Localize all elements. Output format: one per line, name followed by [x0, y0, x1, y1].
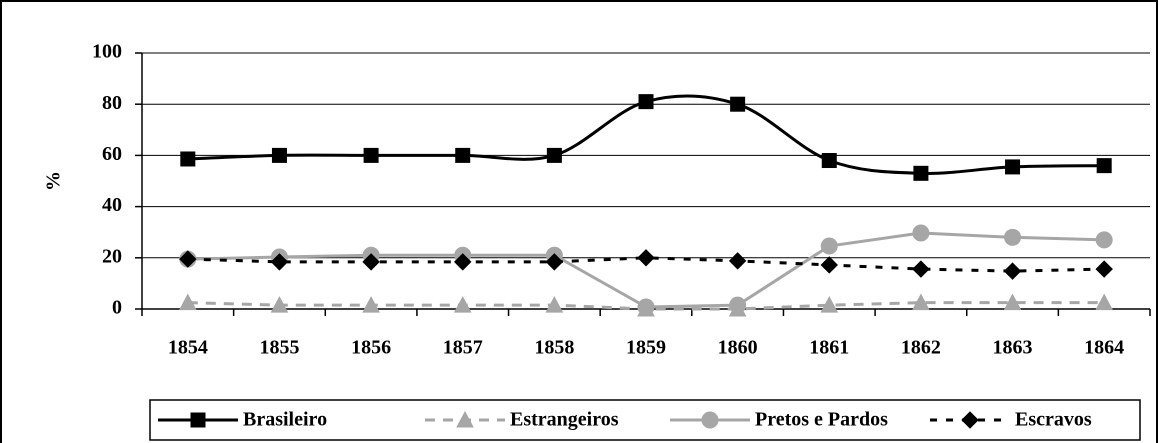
x-tick-label: 1862	[901, 337, 941, 359]
legend-label: Estrangeiros	[510, 409, 619, 431]
marker	[637, 298, 655, 316]
marker	[1003, 293, 1022, 311]
marker	[912, 293, 930, 311]
marker	[821, 153, 837, 169]
marker	[637, 249, 655, 267]
marker	[362, 296, 380, 313]
legend-label: Pretos e Pardos	[755, 409, 888, 431]
marker	[1004, 228, 1022, 246]
y-tick-label: 20	[102, 245, 122, 267]
marker	[271, 147, 287, 163]
marker	[1003, 262, 1022, 280]
x-tick-label: 1863	[993, 337, 1033, 359]
y-axis-label: %	[43, 171, 65, 191]
legend-marker	[456, 410, 474, 428]
y-tick-label: 80	[102, 92, 122, 114]
y-tick-label: 40	[102, 194, 122, 216]
marker	[912, 260, 930, 278]
legend-marker	[961, 411, 979, 429]
y-tick-label: 100	[92, 41, 122, 63]
legend-label: Brasileiro	[243, 409, 327, 431]
legend-marker	[701, 411, 719, 429]
marker	[270, 253, 289, 271]
x-tick-label: 1864	[1084, 337, 1124, 359]
marker	[638, 94, 654, 110]
marker	[912, 224, 930, 242]
marker	[545, 296, 564, 313]
marker	[1095, 260, 1113, 278]
marker	[728, 252, 747, 270]
marker	[820, 296, 839, 313]
x-tick-label: 1855	[259, 337, 299, 359]
marker	[546, 147, 562, 163]
marker	[1005, 159, 1021, 175]
marker	[730, 96, 746, 112]
marker	[1095, 293, 1114, 311]
y-tick-label: 0	[112, 297, 122, 319]
y-tick-label: 60	[102, 143, 122, 165]
marker	[729, 296, 747, 314]
legend-label: Escravos	[1015, 409, 1092, 431]
marker	[1095, 231, 1113, 249]
marker	[178, 293, 197, 311]
legend-marker	[190, 412, 206, 428]
marker	[453, 296, 472, 313]
marker	[455, 147, 471, 163]
marker	[913, 165, 929, 181]
marker	[1096, 158, 1112, 174]
marker	[179, 250, 197, 268]
marker	[820, 237, 838, 255]
x-tick-label: 1861	[809, 337, 849, 359]
marker	[362, 253, 380, 271]
x-tick-label: 1858	[534, 337, 574, 359]
marker	[180, 151, 196, 167]
marker	[545, 253, 564, 271]
marker	[270, 296, 289, 313]
marker	[454, 253, 472, 271]
x-tick-label: 1860	[718, 337, 758, 359]
marker	[363, 147, 379, 163]
x-tick-label: 1856	[351, 337, 391, 359]
x-tick-label: 1859	[626, 337, 666, 359]
x-tick-label: 1854	[168, 337, 208, 359]
x-tick-label: 1857	[443, 337, 483, 359]
marker	[820, 256, 838, 274]
series-line	[187, 231, 1105, 309]
